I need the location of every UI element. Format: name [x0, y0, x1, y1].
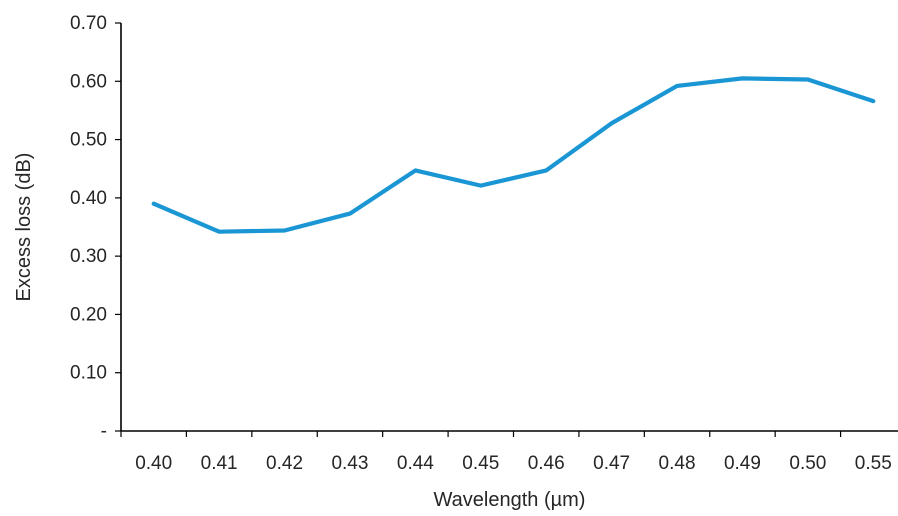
x-tick-label: 0.41	[201, 453, 238, 474]
y-tick-label: -	[101, 421, 107, 442]
y-axis-ticks: - 0.10 0.20 0.30 0.40 0.50 0.60 0.70	[70, 13, 121, 442]
x-tick-label: 0.40	[135, 453, 172, 474]
x-tick-label: 0.55	[855, 453, 892, 474]
x-axis-title: Wavelength (µm)	[434, 489, 586, 511]
y-tick-label: 0.20	[70, 304, 107, 325]
x-tick-label: 0.42	[266, 453, 303, 474]
y-tick-label: 0.60	[70, 71, 107, 92]
x-tick-label: 0.50	[789, 453, 826, 474]
x-axis-ticks: 0.40 0.41 0.42 0.43 0.44 0.45 0.46 0.47 0.48 0.49…	[120, 431, 892, 474]
x-tick-label: 0.44	[397, 453, 434, 474]
x-tick-label: 0.47	[593, 453, 630, 474]
x-tick-label: 0.48	[659, 453, 696, 474]
x-tick-label: 0.43	[331, 453, 368, 474]
y-tick-label: 0.70	[70, 13, 107, 34]
y-tick-label: 0.40	[70, 188, 107, 209]
x-tick-label: 0.49	[724, 453, 761, 474]
series-group	[151, 76, 876, 234]
x-tick-label: 0.46	[528, 453, 565, 474]
y-tick-label: 0.30	[70, 246, 107, 267]
y-axis-title: Excess loss (dB)	[13, 153, 35, 302]
series-line	[151, 76, 876, 234]
y-tick-label: 0.10	[70, 363, 107, 384]
y-tick-label: 0.50	[70, 130, 107, 151]
x-tick-label: 0.45	[462, 453, 499, 474]
